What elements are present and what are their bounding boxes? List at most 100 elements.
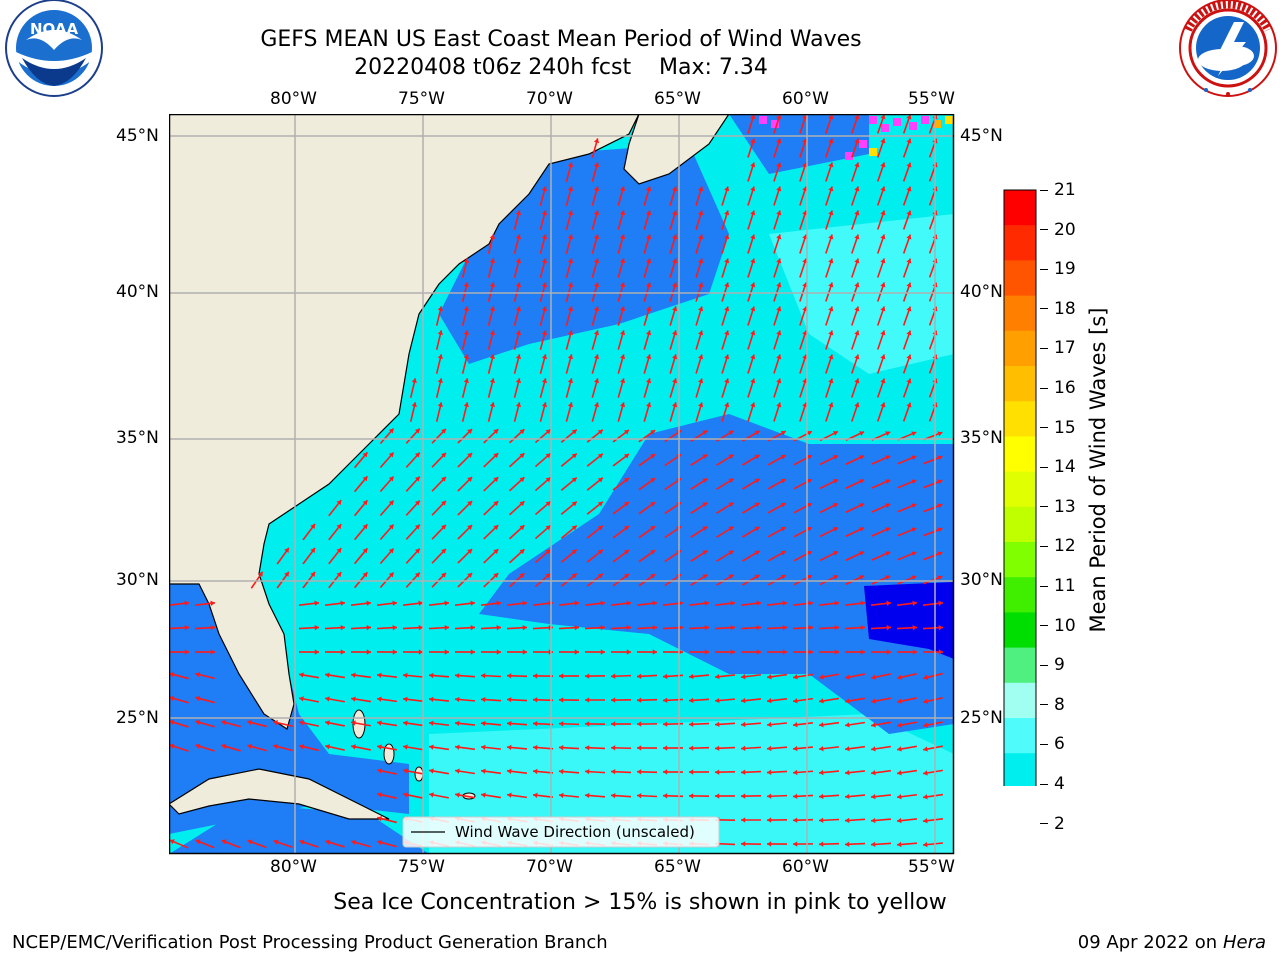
wind-wave-arrowhead [463, 258, 469, 264]
wind-wave-arrowhead [455, 768, 460, 774]
wind-wave-arrowhead [885, 455, 891, 461]
wind-wave-arrowhead [646, 258, 652, 264]
wind-wave-arrowhead [247, 839, 253, 845]
wind-wave-arrowhead [886, 600, 891, 606]
wind-wave-arrowhead [493, 573, 499, 578]
wind-wave-arrowhead [741, 793, 746, 799]
wind-wave-arrowhead [802, 234, 808, 240]
wind-wave-arrowhead [325, 696, 330, 702]
wind-wave-arrowhead [802, 378, 808, 384]
wind-wave-arrowhead [210, 624, 215, 631]
wind-wave-arrowhead [793, 841, 798, 847]
wind-wave-arrowhead [567, 402, 574, 408]
wind-wave-arrowhead [362, 452, 368, 458]
wind-wave-arrowhead [663, 673, 668, 680]
wind-wave-arrowhead [195, 743, 201, 749]
lon-label-top: 55°W [908, 89, 955, 109]
wind-wave-arrowhead [780, 574, 786, 580]
wind-wave-arrowhead [806, 526, 812, 532]
wind-wave-arrowhead [906, 378, 912, 384]
wind-wave-arrowhead [184, 649, 189, 655]
wind-wave-arrowhead [597, 501, 603, 507]
lat-label-left: 25°N [116, 708, 159, 728]
wind-wave-arrowhead [567, 330, 574, 336]
wind-wave-arrowhead [210, 600, 215, 606]
wind-wave-arrowhead [411, 378, 417, 383]
wind-wave-arrowhead [463, 378, 469, 384]
colorbar-label: Mean Period of Wind Waves [s] [1086, 307, 1110, 633]
wind-wave-arrowhead [169, 743, 175, 749]
wind-wave-arrowhead [340, 600, 345, 606]
wind-wave-arrowhead [880, 330, 886, 336]
wind-wave-arrowhead [299, 672, 304, 678]
wind-wave-arrowhead [845, 698, 850, 704]
wind-wave-arrowhead [828, 258, 834, 264]
wind-wave-arrowhead [912, 600, 917, 606]
wind-wave-arrowhead [871, 841, 876, 848]
colorbar-segment [1004, 190, 1036, 226]
wind-wave-arrowhead [780, 454, 786, 460]
wind-wave-arrowhead [470, 624, 475, 631]
wind-wave-arrowhead [403, 720, 408, 726]
wind-wave-arrowhead [859, 431, 865, 436]
colorbar-tick-label: 18 [1040, 299, 1076, 319]
wind-wave-arrowhead [802, 210, 808, 216]
wind-wave-arrowhead [574, 600, 579, 606]
wind-wave-arrowhead [828, 186, 834, 192]
wind-wave-arrowhead [310, 572, 316, 578]
wind-wave-arrowhead [418, 649, 423, 655]
wind-wave-arrowhead [780, 430, 786, 436]
wind-wave-arrowhead [828, 306, 834, 312]
wind-wave-arrowhead [414, 500, 420, 506]
wind-wave-arrowhead [854, 114, 860, 120]
wind-wave-arrowhead [854, 354, 860, 360]
wind-wave-arrowhead [819, 698, 824, 704]
wind-wave-arrowhead [728, 574, 734, 580]
wind-wave-arrowhead [780, 478, 786, 484]
lat-label-left: 35°N [116, 428, 159, 448]
wind-wave-arrowhead [467, 428, 473, 434]
wind-wave-arrowhead [626, 600, 631, 606]
wind-wave-arrowhead [515, 402, 522, 408]
wind-wave-arrowhead [897, 770, 902, 776]
wind-wave-arrowhead [689, 769, 694, 775]
wind-wave-arrowhead [780, 502, 786, 508]
wind-wave-arrowhead [672, 330, 678, 336]
wind-wave-arrowhead [533, 673, 538, 679]
wind-wave-arrowhead [467, 476, 473, 482]
wind-wave-arrowhead [493, 429, 499, 434]
colorbar-segment [1004, 718, 1036, 754]
wind-wave-arrowhead [299, 839, 305, 845]
colorbar-tick-label: 9 [1040, 655, 1065, 675]
wind-wave-arrowhead [637, 745, 642, 751]
wind-wave-arrowhead [767, 674, 772, 680]
wind-wave-arrowhead [885, 575, 891, 581]
wind-wave-arrowhead [754, 550, 760, 556]
wind-wave-arrowhead [585, 792, 590, 799]
wind-wave-arrowhead [911, 551, 917, 557]
wind-wave-arrowhead [366, 649, 371, 655]
wind-wave-arrowhead [221, 719, 227, 726]
wind-wave-arrowhead [519, 429, 525, 435]
wind-wave-arrowhead [273, 720, 278, 726]
colorbar-segment [1004, 225, 1036, 261]
wind-wave-arrowhead [782, 600, 787, 606]
colorbar-segment [1004, 682, 1036, 719]
wind-wave-arrowhead [906, 234, 912, 240]
wind-wave-arrowhead [880, 258, 886, 264]
colorbar-segment [1004, 542, 1036, 578]
wind-wave-arrowhead [541, 258, 548, 264]
wind-wave-arrowhead [828, 138, 834, 144]
wind-wave-arrowhead [806, 502, 812, 508]
wind-wave-arrowhead [195, 719, 201, 725]
wind-wave-arrowhead [507, 744, 512, 751]
wind-wave-arrowhead [724, 186, 730, 192]
wind-wave-arrowhead [880, 402, 886, 408]
chart-title: GEFS MEAN US East Coast Mean Period of W… [260, 27, 862, 52]
wind-wave-arrowhead [754, 454, 760, 460]
wind-wave-arrowhead [619, 402, 626, 408]
wind-wave-arrowhead [184, 624, 189, 631]
wind-wave-arrowhead [689, 793, 694, 799]
wind-wave-arrowhead [574, 649, 579, 655]
wind-wave-arrowhead [650, 526, 656, 531]
